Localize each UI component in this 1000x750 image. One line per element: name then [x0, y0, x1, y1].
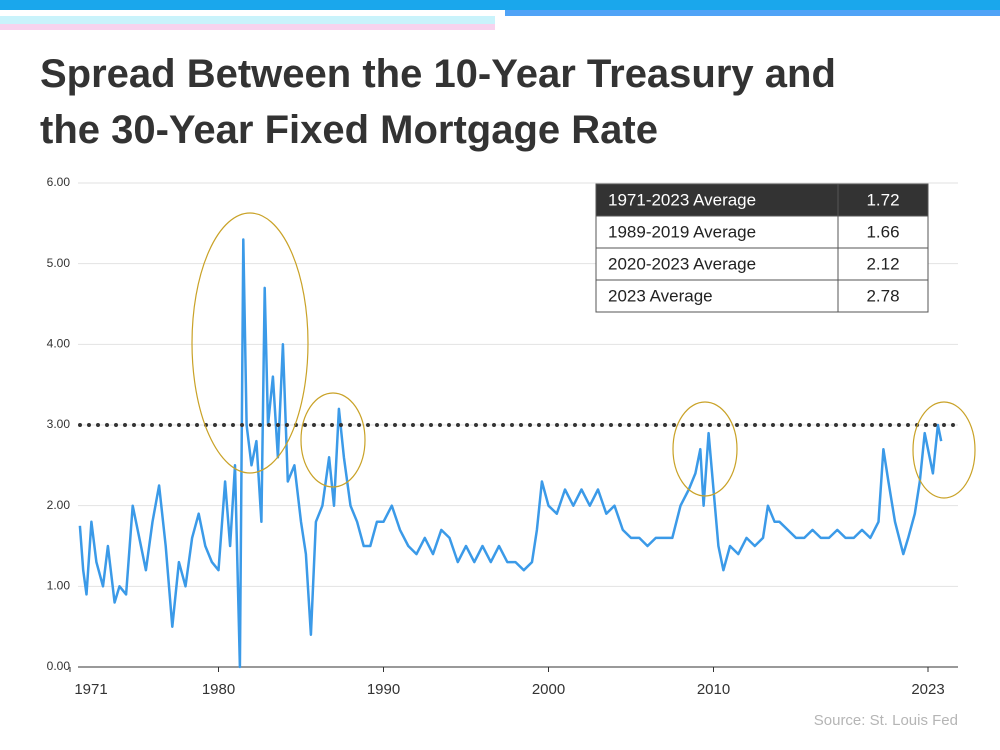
- y-tick-label: 2.00: [47, 498, 71, 512]
- table-label: 1989-2019 Average: [608, 222, 756, 241]
- x-tick-label: 2010: [697, 681, 730, 698]
- source: Source: St. Louis Fed: [814, 712, 958, 729]
- table-label: 2023 Average: [608, 286, 713, 305]
- annotations: [191, 212, 976, 499]
- y-tick-label: 6.00: [47, 175, 71, 189]
- series-line: [78, 238, 943, 669]
- highlight-circle: [300, 392, 366, 488]
- table-label: 1971-2023 Average: [608, 190, 756, 209]
- table-value: 1.66: [866, 222, 899, 241]
- y-tick-label: 5.00: [47, 256, 71, 270]
- table-label: 2020-2023 Average: [608, 254, 756, 273]
- x-tick-label: 2023: [911, 681, 944, 698]
- highlight-circle: [672, 401, 738, 497]
- table-cell: [595, 215, 839, 249]
- table-cell: [595, 279, 839, 313]
- top-stripe: [505, 10, 1000, 16]
- y-tick-label: 0.00: [47, 659, 71, 673]
- table-value: 2.78: [866, 286, 899, 305]
- y-tick-label: 4.00: [47, 337, 71, 351]
- table-value: 2.12: [866, 254, 899, 273]
- table-cell: [837, 279, 929, 313]
- table-cell: [837, 215, 929, 249]
- highlight-circle: [912, 401, 976, 499]
- top-stripe: [0, 16, 495, 24]
- x-tick-label: 1990: [367, 681, 400, 698]
- highlight-circle: [191, 212, 309, 474]
- table-value: 1.72: [866, 190, 899, 209]
- top-bar: [0, 0, 1000, 10]
- table-cell: [837, 247, 929, 281]
- top-stripe: [0, 24, 495, 30]
- average-table: 1971-2023 Average 1.72 1989-2019 Average 1.…: [595, 183, 929, 313]
- x-tick-label: 2000: [532, 681, 565, 698]
- table-cell: [837, 183, 929, 217]
- y-tick-label: 1.00: [47, 579, 71, 593]
- x-tick-label: 1971: [74, 681, 107, 698]
- y-tick-label: 3.00: [47, 417, 71, 431]
- plot: [78, 238, 960, 669]
- chart-title: Spread Between the 10-Year Treasury and …: [40, 52, 836, 152]
- x-tick-label: 1980: [202, 681, 235, 698]
